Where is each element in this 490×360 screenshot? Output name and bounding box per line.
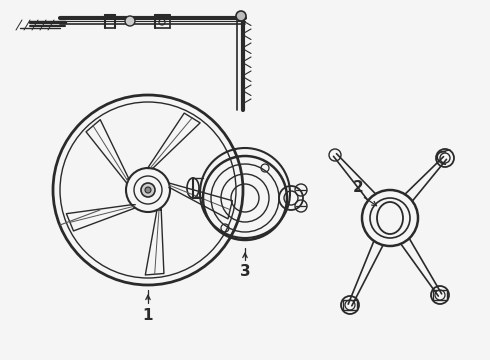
Text: 1: 1 [143, 307, 153, 323]
Circle shape [145, 187, 151, 193]
Circle shape [236, 11, 246, 21]
Bar [343, 300, 357, 310]
Circle shape [125, 16, 135, 26]
Text: 3: 3 [240, 265, 250, 279]
Bar [433, 290, 447, 300]
Text: 2: 2 [353, 180, 364, 195]
Circle shape [141, 183, 155, 197]
